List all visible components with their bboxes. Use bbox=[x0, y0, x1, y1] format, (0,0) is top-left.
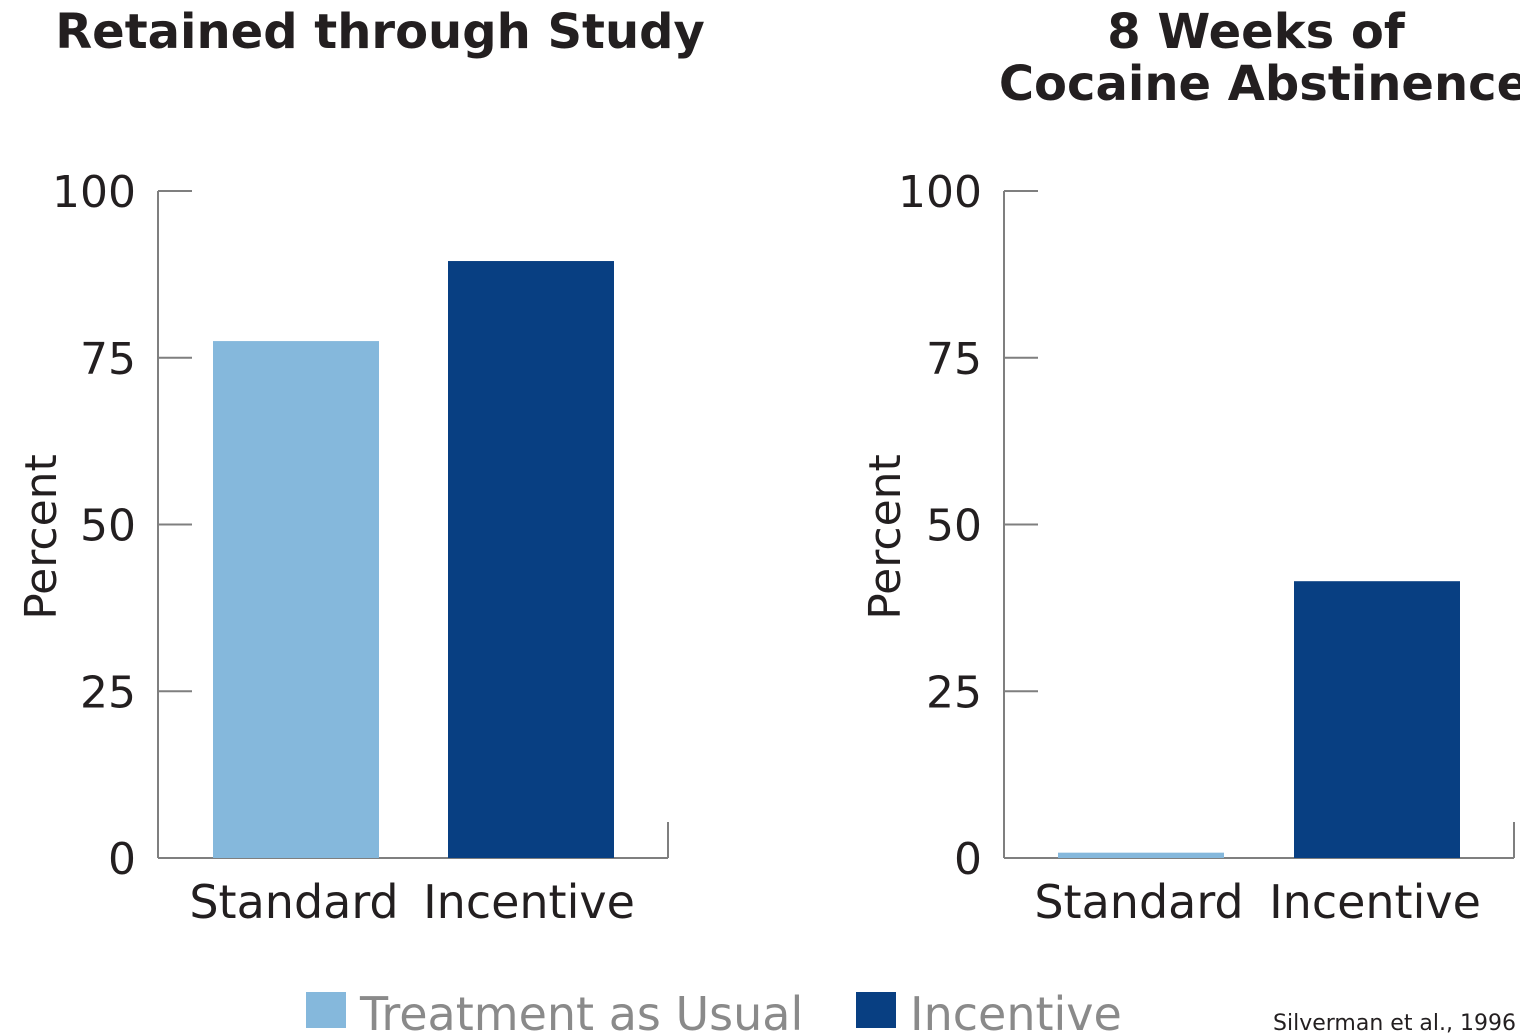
bar-standard bbox=[213, 341, 379, 858]
legend-label-treatment-as-usual: Treatment as Usual bbox=[359, 987, 803, 1035]
chart-panel-abstinence: 8 Weeks of Cocaine Abstinence Percent 0 2… bbox=[860, 4, 1520, 929]
chart-title-line: 8 Weeks of bbox=[1107, 4, 1406, 60]
y-tick-label: 50 bbox=[80, 501, 136, 552]
y-tick-label: 75 bbox=[926, 334, 982, 385]
y-tick-label: 100 bbox=[52, 167, 136, 218]
legend: Treatment as Usual Incentive bbox=[306, 987, 1122, 1035]
y-tick-label: 50 bbox=[926, 501, 982, 552]
x-category-label: Incentive bbox=[1269, 875, 1481, 929]
y-tick-label: 100 bbox=[898, 167, 982, 218]
y-tick-label: 0 bbox=[954, 834, 982, 885]
y-axis-label: Percent bbox=[16, 454, 67, 620]
bar-incentive bbox=[1294, 581, 1460, 858]
x-category-label: Standard bbox=[1034, 875, 1243, 929]
legend-label-incentive: Incentive bbox=[910, 987, 1122, 1035]
y-tick-label: 0 bbox=[108, 834, 136, 885]
y-tick-label: 75 bbox=[80, 334, 136, 385]
y-tick-label: 25 bbox=[80, 667, 136, 718]
y-tick-label: 25 bbox=[926, 667, 982, 718]
source-citation: Silverman et al., 1996 bbox=[1273, 1011, 1516, 1035]
chart-panel-retained: Retained through Study Percent 0 25 50 75 10… bbox=[16, 4, 705, 929]
x-category-label: Standard bbox=[189, 875, 398, 929]
chart-title-line: Cocaine Abstinence bbox=[999, 56, 1520, 112]
legend-swatch-incentive bbox=[856, 992, 896, 1028]
bar-incentive bbox=[448, 261, 614, 858]
bar-standard bbox=[1058, 852, 1224, 858]
legend-swatch-treatment-as-usual bbox=[306, 992, 346, 1028]
y-axis-label: Percent bbox=[860, 454, 911, 620]
chart-title-line: Retained through Study bbox=[55, 4, 705, 60]
x-category-label: Incentive bbox=[423, 875, 635, 929]
